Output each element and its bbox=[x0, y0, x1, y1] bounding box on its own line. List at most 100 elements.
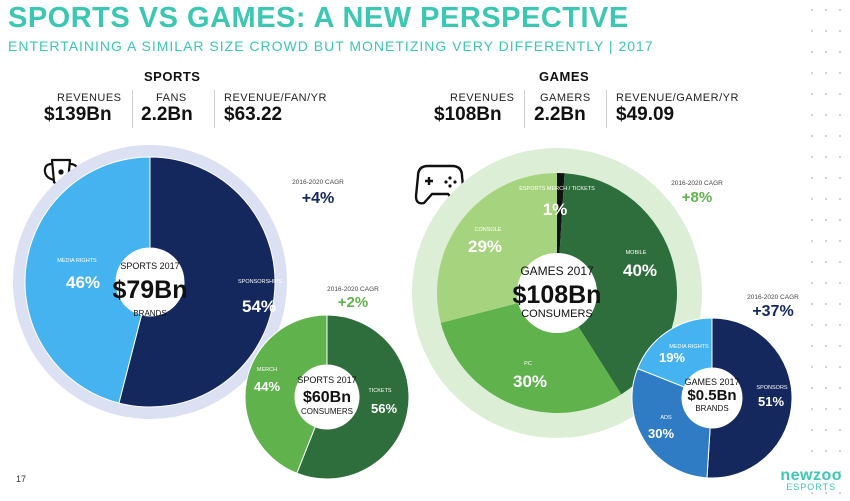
slice-percent: 51% bbox=[758, 394, 784, 409]
decor-dot bbox=[824, 113, 828, 117]
decor-dot bbox=[838, 134, 842, 138]
donut-hole bbox=[116, 248, 184, 316]
decor-dot bbox=[810, 155, 814, 159]
decor-dot bbox=[810, 239, 814, 243]
decor-dot bbox=[810, 8, 814, 12]
decor-dot bbox=[810, 113, 814, 117]
decor-dot bbox=[824, 71, 828, 75]
decor-dot bbox=[838, 449, 842, 453]
decor-dot bbox=[810, 449, 814, 453]
slice-percent: 54% bbox=[242, 297, 276, 316]
cagr-label: 2016-2020 CAGR bbox=[747, 294, 799, 301]
center-value: $79Bn bbox=[112, 276, 187, 304]
slice-percent: 44% bbox=[254, 379, 280, 394]
slice-name: PC bbox=[524, 361, 532, 367]
sports-fans-stat: FANS 2.2Bn bbox=[141, 92, 193, 126]
stat-label: REVENUES bbox=[57, 92, 122, 104]
decor-dot bbox=[824, 407, 828, 411]
slice-name: ESPORTS MERCH / TICKETS bbox=[519, 186, 595, 192]
divider bbox=[214, 90, 215, 128]
logo-name: newzoo bbox=[780, 467, 842, 484]
decor-dot bbox=[838, 407, 842, 411]
stat-value: 2.2Bn bbox=[141, 104, 193, 125]
sports-revenue-per-fan-stat: REVENUE/FAN/YR $63.22 bbox=[224, 92, 327, 126]
decor-dot bbox=[824, 302, 828, 306]
slice-name: MEDIA RIGHTS bbox=[57, 258, 97, 264]
decor-dot bbox=[810, 92, 814, 96]
stat-label: REVENUE/FAN/YR bbox=[224, 92, 327, 104]
stat-value: $108Bn bbox=[434, 104, 502, 125]
slice-percent: 29% bbox=[468, 237, 502, 256]
center-value: $60Bn bbox=[303, 389, 351, 406]
decor-dot bbox=[824, 470, 828, 474]
center-sub: BRANDS bbox=[695, 404, 728, 413]
center-value: $0.5Bn bbox=[687, 387, 736, 404]
center-sub: CONSUMERS bbox=[301, 407, 353, 416]
decor-dot bbox=[838, 428, 842, 432]
center-title: SPORTS 2017 bbox=[120, 261, 179, 271]
decor-dot bbox=[824, 8, 828, 12]
decor-dot bbox=[824, 491, 828, 495]
decor-dot bbox=[810, 470, 814, 474]
slice-name: SPONSORSHIPS bbox=[238, 279, 282, 285]
center-sub: CONSUMERS bbox=[521, 308, 593, 320]
stat-label: GAMERS bbox=[540, 92, 591, 104]
logo-sub: ESPORTS bbox=[786, 482, 837, 492]
slice-console bbox=[437, 173, 557, 323]
decor-dot bbox=[810, 344, 814, 348]
decor-dot bbox=[838, 491, 842, 495]
decor-dot bbox=[838, 281, 842, 285]
decor-dot bbox=[824, 386, 828, 390]
center-value: $108Bn bbox=[513, 281, 602, 309]
decor-dot bbox=[824, 197, 828, 201]
decor-dot bbox=[838, 260, 842, 264]
decor-dot bbox=[810, 176, 814, 180]
decor-dot bbox=[838, 50, 842, 54]
page-number: 17 bbox=[16, 474, 27, 484]
decor-dot bbox=[824, 176, 828, 180]
decor-dot bbox=[824, 50, 828, 54]
center-title: GAMES 2017 bbox=[684, 377, 739, 387]
decor-dot bbox=[838, 71, 842, 75]
cagr-value: +37% bbox=[752, 303, 793, 320]
slice-percent: 19% bbox=[659, 350, 685, 365]
newzoo-logo: newzoo ESPORTS bbox=[780, 467, 842, 492]
games-gamers-stat: GAMERS 2.2Bn bbox=[534, 92, 591, 126]
decor-dot bbox=[810, 197, 814, 201]
decor-dot bbox=[810, 407, 814, 411]
decor-dot bbox=[838, 323, 842, 327]
slice-percent: 30% bbox=[648, 426, 674, 441]
divider bbox=[132, 90, 133, 128]
slice-percent: 56% bbox=[371, 401, 397, 416]
decor-dot bbox=[810, 323, 814, 327]
slice-name: MERCH bbox=[257, 367, 277, 373]
cagr-label: 2016-2020 CAGR bbox=[671, 180, 723, 187]
decor-dot bbox=[810, 71, 814, 75]
decor-dot bbox=[810, 302, 814, 306]
decor-dot bbox=[810, 134, 814, 138]
decor-dot bbox=[824, 260, 828, 264]
stat-label: FANS bbox=[156, 92, 187, 104]
slice-percent: 46% bbox=[66, 273, 100, 292]
center-title: SPORTS 2017 bbox=[297, 375, 356, 385]
decorative-dot-grid bbox=[810, 8, 842, 495]
decor-dot bbox=[810, 281, 814, 285]
slice-media-rights bbox=[24, 156, 151, 404]
slice-mobile bbox=[559, 173, 677, 395]
decor-dot bbox=[810, 491, 814, 495]
decor-dot bbox=[824, 155, 828, 159]
cagr-value: +2% bbox=[338, 294, 368, 311]
cagr-label: 2016-2020 CAGR bbox=[327, 286, 379, 293]
decor-dot bbox=[838, 155, 842, 159]
cagr-label: 2016-2020 CAGR bbox=[292, 179, 344, 186]
decor-dot bbox=[838, 113, 842, 117]
decor-dot bbox=[824, 365, 828, 369]
sports-heading: SPORTS bbox=[144, 69, 201, 84]
decor-dot bbox=[838, 29, 842, 33]
decor-dot bbox=[838, 218, 842, 222]
decor-dot bbox=[838, 386, 842, 390]
decor-dot bbox=[838, 470, 842, 474]
